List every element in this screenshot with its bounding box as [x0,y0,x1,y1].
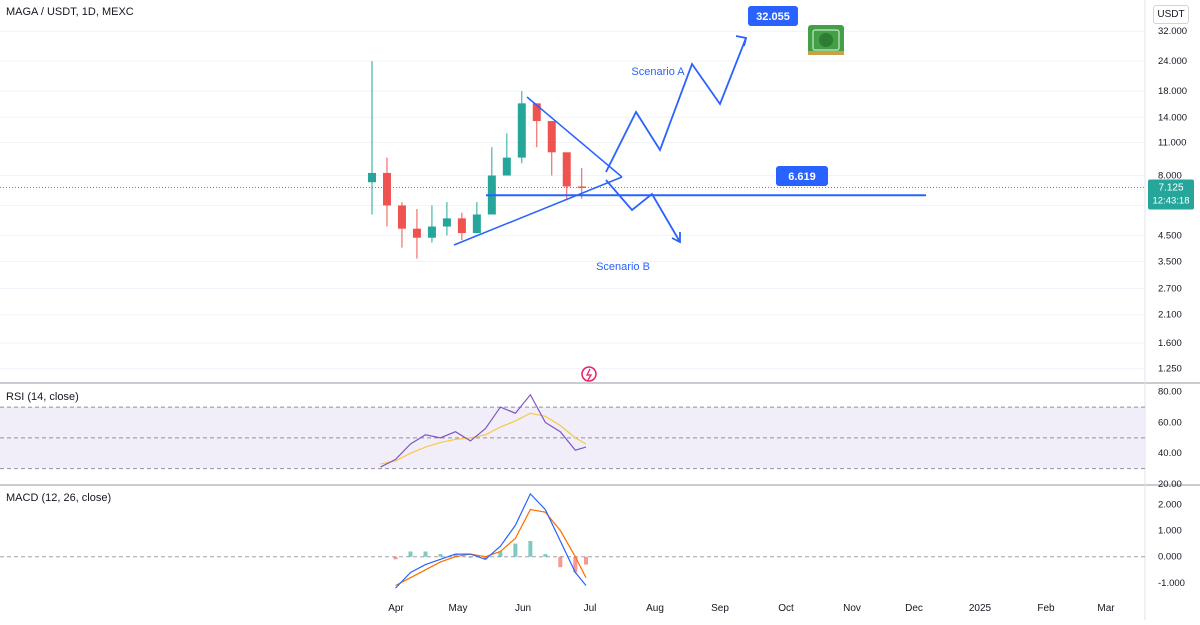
last-price-badge [1148,179,1194,210]
macd-histogram-bar [408,551,413,557]
time-axis-label: Dec [905,603,923,614]
price-tick-label: 14.000 [1158,112,1187,123]
rsi-tick-label: 60.00 [1158,417,1182,428]
scenario-b-label: Scenario B [596,261,650,273]
price-tick-label: 11.000 [1158,137,1186,148]
time-axis-label: Aug [646,603,664,614]
target-price-badge [748,6,798,26]
candle-body [532,103,541,122]
arrowhead [735,35,748,47]
macd-histogram-bar [423,551,428,557]
last-price-label: 7.125 [1158,183,1183,194]
macd-histogram-bar [573,556,578,573]
macd-histogram-bar [543,554,548,557]
time-axis-label: Sep [711,603,729,614]
macd-histogram-bar [513,543,518,557]
time-axis-label: Feb [1037,603,1055,614]
target-price-label: 32.055 [756,11,790,23]
candle-body [457,218,466,234]
money-bill-icon [808,51,844,55]
candle-body [412,228,421,238]
candle-body [368,172,376,183]
time-axis-label: Jul [584,603,597,614]
candle-body [547,121,556,153]
macd-tick-label: 2.000 [1158,499,1182,510]
macd-histogram-bar [483,556,488,560]
time-axis-label: Apr [388,603,404,614]
time-axis-label: Oct [778,603,794,614]
macd-histogram-bar [468,556,473,558]
macd-title[interactable]: MACD (12, 26, close) [6,492,112,504]
time-axis-label: 2025 [969,603,992,614]
macd-histogram-bar [453,554,458,557]
macd-histogram-bar [528,541,533,557]
candle-body [562,152,571,187]
lightning-icon [581,366,597,382]
price-tick-label: 3.500 [1158,257,1182,268]
macd-tick-label: 1.000 [1158,526,1182,537]
macd-histogram-bar [498,551,503,557]
arrowhead [671,232,681,244]
level-price-badge [776,166,828,186]
rsi-line [380,393,587,468]
time-axis-label: Nov [843,603,861,614]
money-bill-icon [812,29,840,51]
macd-histogram-bar [438,554,443,557]
rsi-ma-line [380,412,587,465]
scenario-a-label: Scenario A [631,66,685,78]
candle-body [577,186,586,188]
scenario-a-path [605,37,747,173]
price-tick-label: 18.000 [1158,86,1187,97]
price-tick-label: 2.100 [1158,310,1182,321]
symbol-title[interactable]: MAGA / USDT, 1D, MEXC [6,6,134,18]
trendline-support [453,176,623,246]
candle-body [472,214,481,234]
time-axis-label: May [449,603,468,614]
money-bill-icon [819,33,833,47]
rsi-tick-label: 20.00 [1158,479,1182,490]
macd-histogram-bar [558,556,563,568]
time-axis-label: Jun [515,603,531,614]
candle-body [502,157,511,176]
rsi-tick-label: 80.00 [1158,387,1182,398]
candle-body [397,205,406,229]
rsi-title[interactable]: RSI (14, close) [6,391,79,403]
macd-histogram-bar [393,556,398,560]
price-tick-label: 1.600 [1158,338,1182,349]
currency-selector[interactable]: USDT [1153,5,1189,24]
macd-histogram-bar [584,556,588,565]
price-tick-label: 32.000 [1158,26,1187,37]
candle-body [517,103,526,158]
trendline-resistance [526,96,623,178]
macd-tick-label: 0.000 [1158,552,1182,563]
macd-tick-label: -1.000 [1158,578,1185,589]
macd-line [395,492,587,589]
price-tick-label: 1.250 [1158,364,1182,375]
price-tick-label: 2.700 [1158,284,1182,295]
time-axis-label: Mar [1097,603,1115,614]
candle-body [442,218,451,227]
scenario-b-path [605,179,681,243]
candle-body [427,226,436,238]
macd-signal-line [395,508,587,587]
rsi-tick-label: 40.00 [1158,448,1182,459]
lightning-icon [585,368,593,381]
level-price-label: 6.619 [788,171,816,183]
price-tick-label: 8.000 [1158,171,1182,182]
price-tick-label: 24.000 [1158,56,1187,67]
candle-countdown: 12:43:18 [1153,196,1190,207]
price-tick-label: 4.500 [1158,230,1182,241]
candle-body [382,172,391,206]
